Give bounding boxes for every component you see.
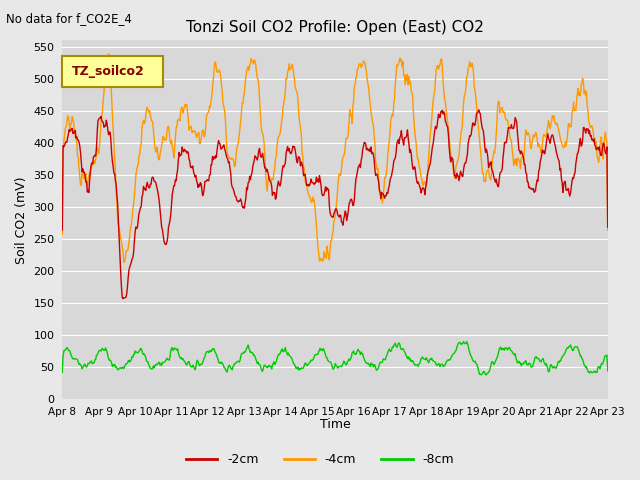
FancyBboxPatch shape	[62, 56, 163, 87]
Text: No data for f_CO2E_4: No data for f_CO2E_4	[6, 12, 132, 25]
Text: TZ_soilco2: TZ_soilco2	[72, 65, 145, 78]
Title: Tonzi Soil CO2 Profile: Open (East) CO2: Tonzi Soil CO2 Profile: Open (East) CO2	[186, 20, 484, 35]
Legend: -2cm, -4cm, -8cm: -2cm, -4cm, -8cm	[181, 448, 459, 471]
X-axis label: Time: Time	[319, 419, 350, 432]
Y-axis label: Soil CO2 (mV): Soil CO2 (mV)	[15, 176, 28, 264]
